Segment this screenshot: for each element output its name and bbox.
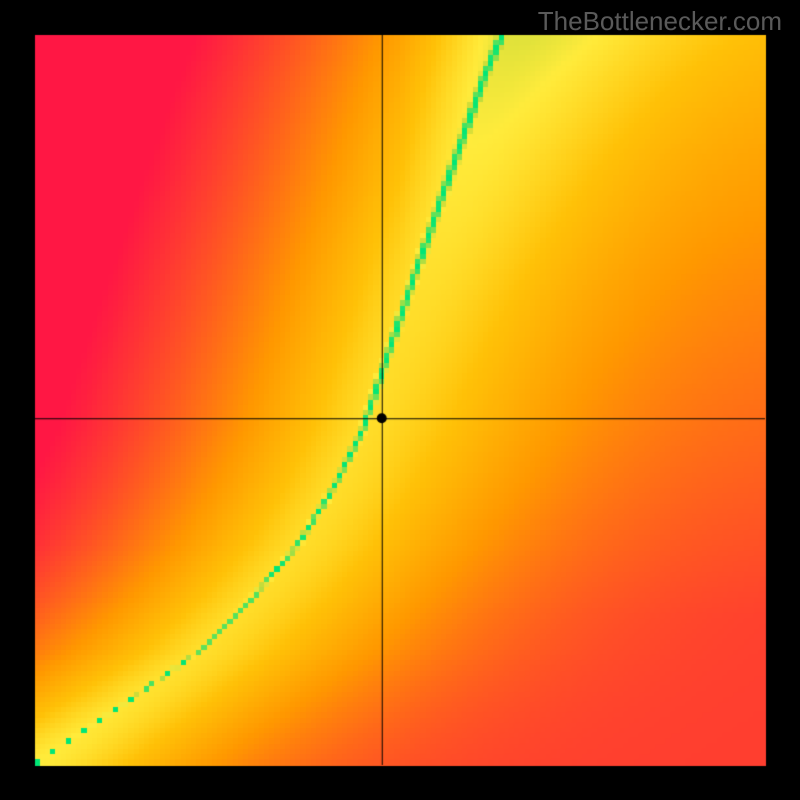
bottleneck-heatmap — [0, 0, 800, 800]
chart-container: TheBottlenecker.com — [0, 0, 800, 800]
watermark-text: TheBottlenecker.com — [538, 6, 782, 37]
